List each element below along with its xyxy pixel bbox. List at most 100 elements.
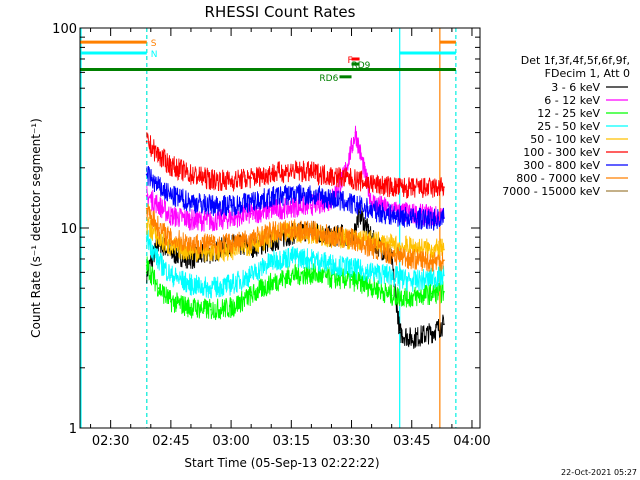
series-7-point-7 — [270, 231, 273, 234]
y-tick-label-2: 100 — [52, 22, 77, 37]
series-3-point-16 — [442, 274, 445, 277]
series-3-point-7 — [270, 260, 273, 263]
series-6-point-11 — [350, 202, 353, 205]
series-2-point-12 — [370, 285, 373, 288]
series-3-point-13 — [390, 274, 393, 277]
series-line-6 — [146, 165, 445, 231]
series-7-point-2 — [169, 238, 172, 241]
series-5-point-8 — [290, 169, 293, 172]
series-3-point-9 — [310, 258, 313, 260]
series-2-point-2 — [169, 300, 172, 303]
series-3-point-1 — [157, 260, 160, 263]
series-5-point-11 — [350, 177, 353, 180]
y-axis-label: Count Rate (s⁻¹ detector segment⁻¹) — [29, 118, 43, 338]
series-4-point-15 — [430, 248, 433, 251]
series-4-point-0 — [145, 222, 148, 225]
series-5-point-3 — [190, 173, 192, 176]
series-1-point-13 — [354, 131, 357, 134]
series-2-point-3 — [190, 306, 192, 309]
state-bar-label-1: N — [151, 50, 158, 60]
series-2-point-14 — [410, 296, 413, 299]
series-6-point-1 — [157, 186, 160, 189]
series-7-point-3 — [190, 242, 192, 245]
series-line-5 — [146, 132, 445, 199]
series-0-point-16 — [398, 331, 401, 334]
series-6-point-8 — [290, 193, 293, 195]
series-5-point-15 — [430, 187, 433, 190]
series-1-point-5 — [230, 217, 232, 220]
series-2-point-6 — [250, 294, 253, 297]
x-axis-label: Start Time (05-Sep-13 02:22:22) — [184, 456, 379, 470]
series-1-point-14 — [362, 166, 365, 169]
legend-label-8: 7000 - 15000 keV — [502, 185, 600, 198]
series-4-point-2 — [169, 246, 172, 249]
series-1-point-7 — [270, 209, 273, 211]
series-1-point-9 — [310, 204, 313, 207]
series-5-point-0 — [145, 140, 148, 143]
y-tick-label-1: 10 — [60, 222, 77, 237]
series-4-point-16 — [442, 248, 445, 251]
legend-label-0: 3 - 6 keV — [551, 81, 600, 94]
x-tick-label-4: 03:30 — [333, 434, 370, 449]
x-tick-label-3: 03:15 — [273, 434, 310, 449]
series-3-point-3 — [190, 283, 192, 286]
series-1-point-2 — [169, 214, 172, 217]
series-5-point-2 — [169, 164, 172, 167]
x-tick-label-1: 02:45 — [152, 434, 189, 449]
series-1-point-8 — [290, 206, 293, 209]
series-6-point-6 — [250, 201, 253, 203]
series-7-point-8 — [290, 228, 293, 231]
series-6-point-13 — [390, 214, 393, 217]
series-7-point-11 — [350, 238, 353, 241]
series-7-point-12 — [370, 246, 373, 249]
series-1-point-6 — [250, 212, 253, 215]
series-2-point-7 — [270, 282, 273, 285]
series-6-point-16 — [442, 217, 445, 220]
legend-label-3: 25 - 50 keV — [537, 120, 600, 133]
state-bar-label-3: F — [347, 56, 352, 66]
series-5-point-16 — [442, 186, 445, 189]
series-line-3 — [146, 229, 445, 299]
state-bar-label-5: RD6 — [319, 74, 338, 84]
x-tick-label-5: 03:45 — [393, 434, 430, 449]
series-6-point-4 — [210, 204, 212, 207]
series-2-point-11 — [350, 279, 353, 281]
series-5-point-5 — [230, 179, 232, 182]
series-2-point-0 — [145, 264, 148, 267]
series-1-point-12 — [350, 147, 353, 150]
series-3-point-10 — [330, 263, 333, 265]
legend-label-7: 800 - 7000 keV — [516, 172, 600, 185]
series-1-point-4 — [210, 220, 212, 223]
series-7-point-16 — [442, 259, 445, 262]
legend-label-5: 100 - 300 keV — [523, 146, 600, 159]
series-7-point-0 — [145, 207, 148, 210]
x-tick-label-0: 02:30 — [92, 434, 129, 449]
series-4-point-13 — [390, 244, 393, 247]
series-2-point-10 — [330, 277, 333, 280]
legend-header-line-1: Det 1f,3f,4f,5f,6f,9f, — [521, 54, 630, 67]
series-5-point-12 — [370, 183, 373, 185]
legend-header-line-2: FDecim 1, Att 0 — [545, 67, 630, 80]
legend-label-4: 50 - 100 keV — [530, 133, 600, 146]
series-5-point-14 — [410, 187, 413, 190]
series-3-point-12 — [370, 271, 373, 274]
series-3-point-15 — [430, 277, 433, 280]
series-3-point-8 — [290, 255, 293, 258]
series-7-point-4 — [210, 243, 212, 246]
series-2-point-9 — [310, 272, 313, 275]
series-3-point-6 — [250, 274, 253, 277]
series-7-point-14 — [410, 258, 413, 260]
series-3-point-11 — [350, 267, 353, 270]
series-7-point-13 — [390, 253, 393, 256]
legend-label-2: 12 - 25 keV — [537, 107, 600, 120]
series-5-point-9 — [310, 171, 313, 174]
series-4-point-14 — [410, 246, 413, 249]
x-tick-label-6: 04:00 — [453, 434, 490, 449]
series-7-point-5 — [230, 242, 232, 245]
legend: Det 1f,3f,4f,5f,6f,9f, FDecim 1, Att 0 3… — [502, 54, 630, 198]
state-bar-label-0: S — [151, 39, 157, 49]
series-line-2 — [146, 256, 445, 321]
series-0-point-17 — [410, 337, 413, 340]
series-5-point-10 — [330, 175, 333, 177]
